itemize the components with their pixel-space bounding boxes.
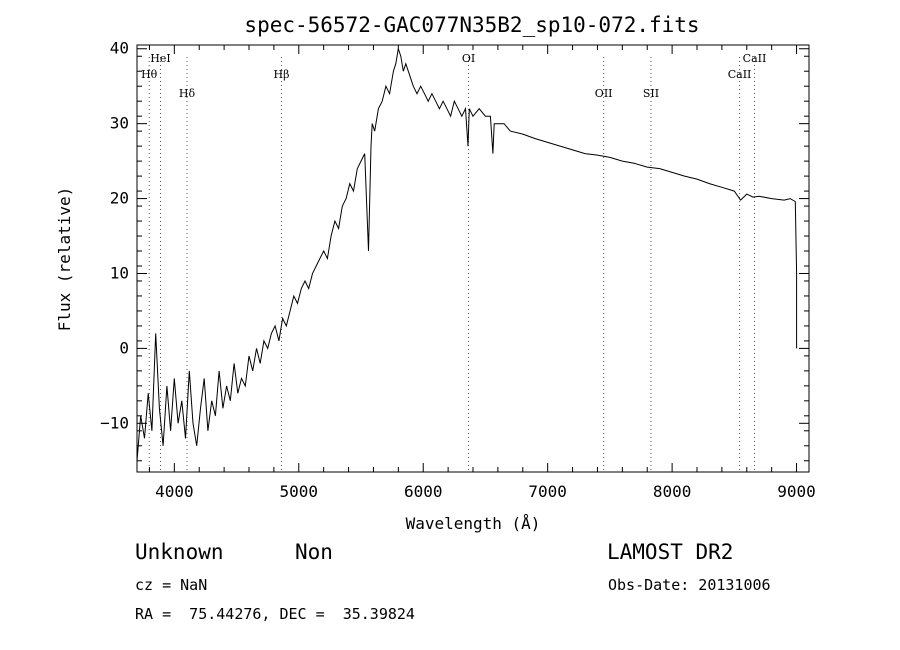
spectral-line-label: SII (643, 87, 659, 100)
axis-ticks: 4000 5000 6000 7000 8000 9000 −10 0 10 20 30 40 (100, 39, 816, 501)
spectral-line-label: OII (595, 87, 613, 100)
coordinates-text: RA = 75.44276, DEC = 35.39824 (135, 605, 415, 623)
spectral-line-label: OI (462, 52, 475, 65)
x-tick-label: 7000 (528, 482, 567, 501)
x-axis-label: Wavelength (Å) (406, 514, 541, 533)
x-tick-label: 4000 (155, 482, 194, 501)
redshift-text: cz = NaN (135, 576, 208, 594)
spectral-line-label: HeI (150, 52, 170, 65)
y-tick-label: 0 (119, 338, 129, 357)
x-tick-label: 9000 (777, 482, 816, 501)
chart-title: spec-56572-GAC077N35B2_sp10-072.fits (244, 13, 699, 37)
spectral-line-label: Hθ (141, 68, 158, 81)
series-flux-line (136, 48, 798, 461)
y-tick-label: 40 (110, 39, 129, 58)
spectral-subclass-text: Non (295, 540, 333, 564)
y-tick-label: 10 (110, 263, 129, 282)
spectral-line-label: Hδ (179, 87, 196, 100)
spectral-line-markers (148, 57, 755, 472)
spectral-class-text: Unknown (135, 540, 224, 564)
spectral-line-label: CaII (728, 68, 752, 81)
spectral-line-label: Hβ (274, 68, 290, 81)
spectral-line-label: CaII (743, 52, 767, 65)
obs-date-text: Obs-Date: 20131006 (608, 576, 771, 594)
y-tick-label: −10 (100, 413, 129, 432)
survey-text: LAMOST DR2 (607, 540, 734, 564)
y-axis-label: Flux (relative) (55, 187, 74, 332)
x-tick-label: 8000 (653, 482, 692, 501)
y-tick-label: 30 (110, 114, 129, 133)
plot-frame (136, 44, 810, 473)
x-tick-label: 5000 (280, 482, 319, 501)
y-tick-label: 20 (110, 189, 129, 208)
x-tick-label: 6000 (404, 482, 443, 501)
spectral-line-labels: HeI Hθ Hδ Hβ OI OII SII CaII CaII (141, 52, 766, 100)
